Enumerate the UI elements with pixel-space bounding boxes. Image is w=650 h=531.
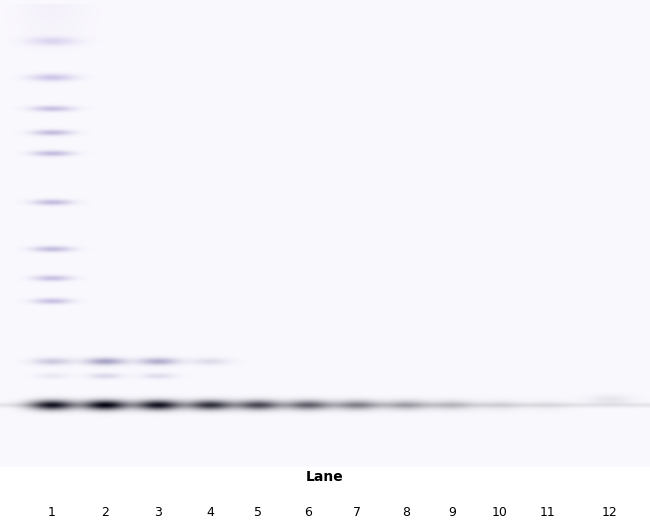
Text: 1: 1 xyxy=(48,506,56,519)
Text: 7: 7 xyxy=(353,506,361,519)
Text: 11: 11 xyxy=(540,506,556,519)
Text: 12: 12 xyxy=(602,506,618,519)
Text: Lane: Lane xyxy=(306,470,344,484)
Text: 8: 8 xyxy=(402,506,410,519)
Text: 3: 3 xyxy=(154,506,162,519)
Text: 5: 5 xyxy=(254,506,262,519)
Text: 10: 10 xyxy=(492,506,508,519)
Text: 2: 2 xyxy=(101,506,109,519)
Text: 6: 6 xyxy=(304,506,312,519)
Text: 9: 9 xyxy=(448,506,456,519)
Text: 4: 4 xyxy=(206,506,214,519)
